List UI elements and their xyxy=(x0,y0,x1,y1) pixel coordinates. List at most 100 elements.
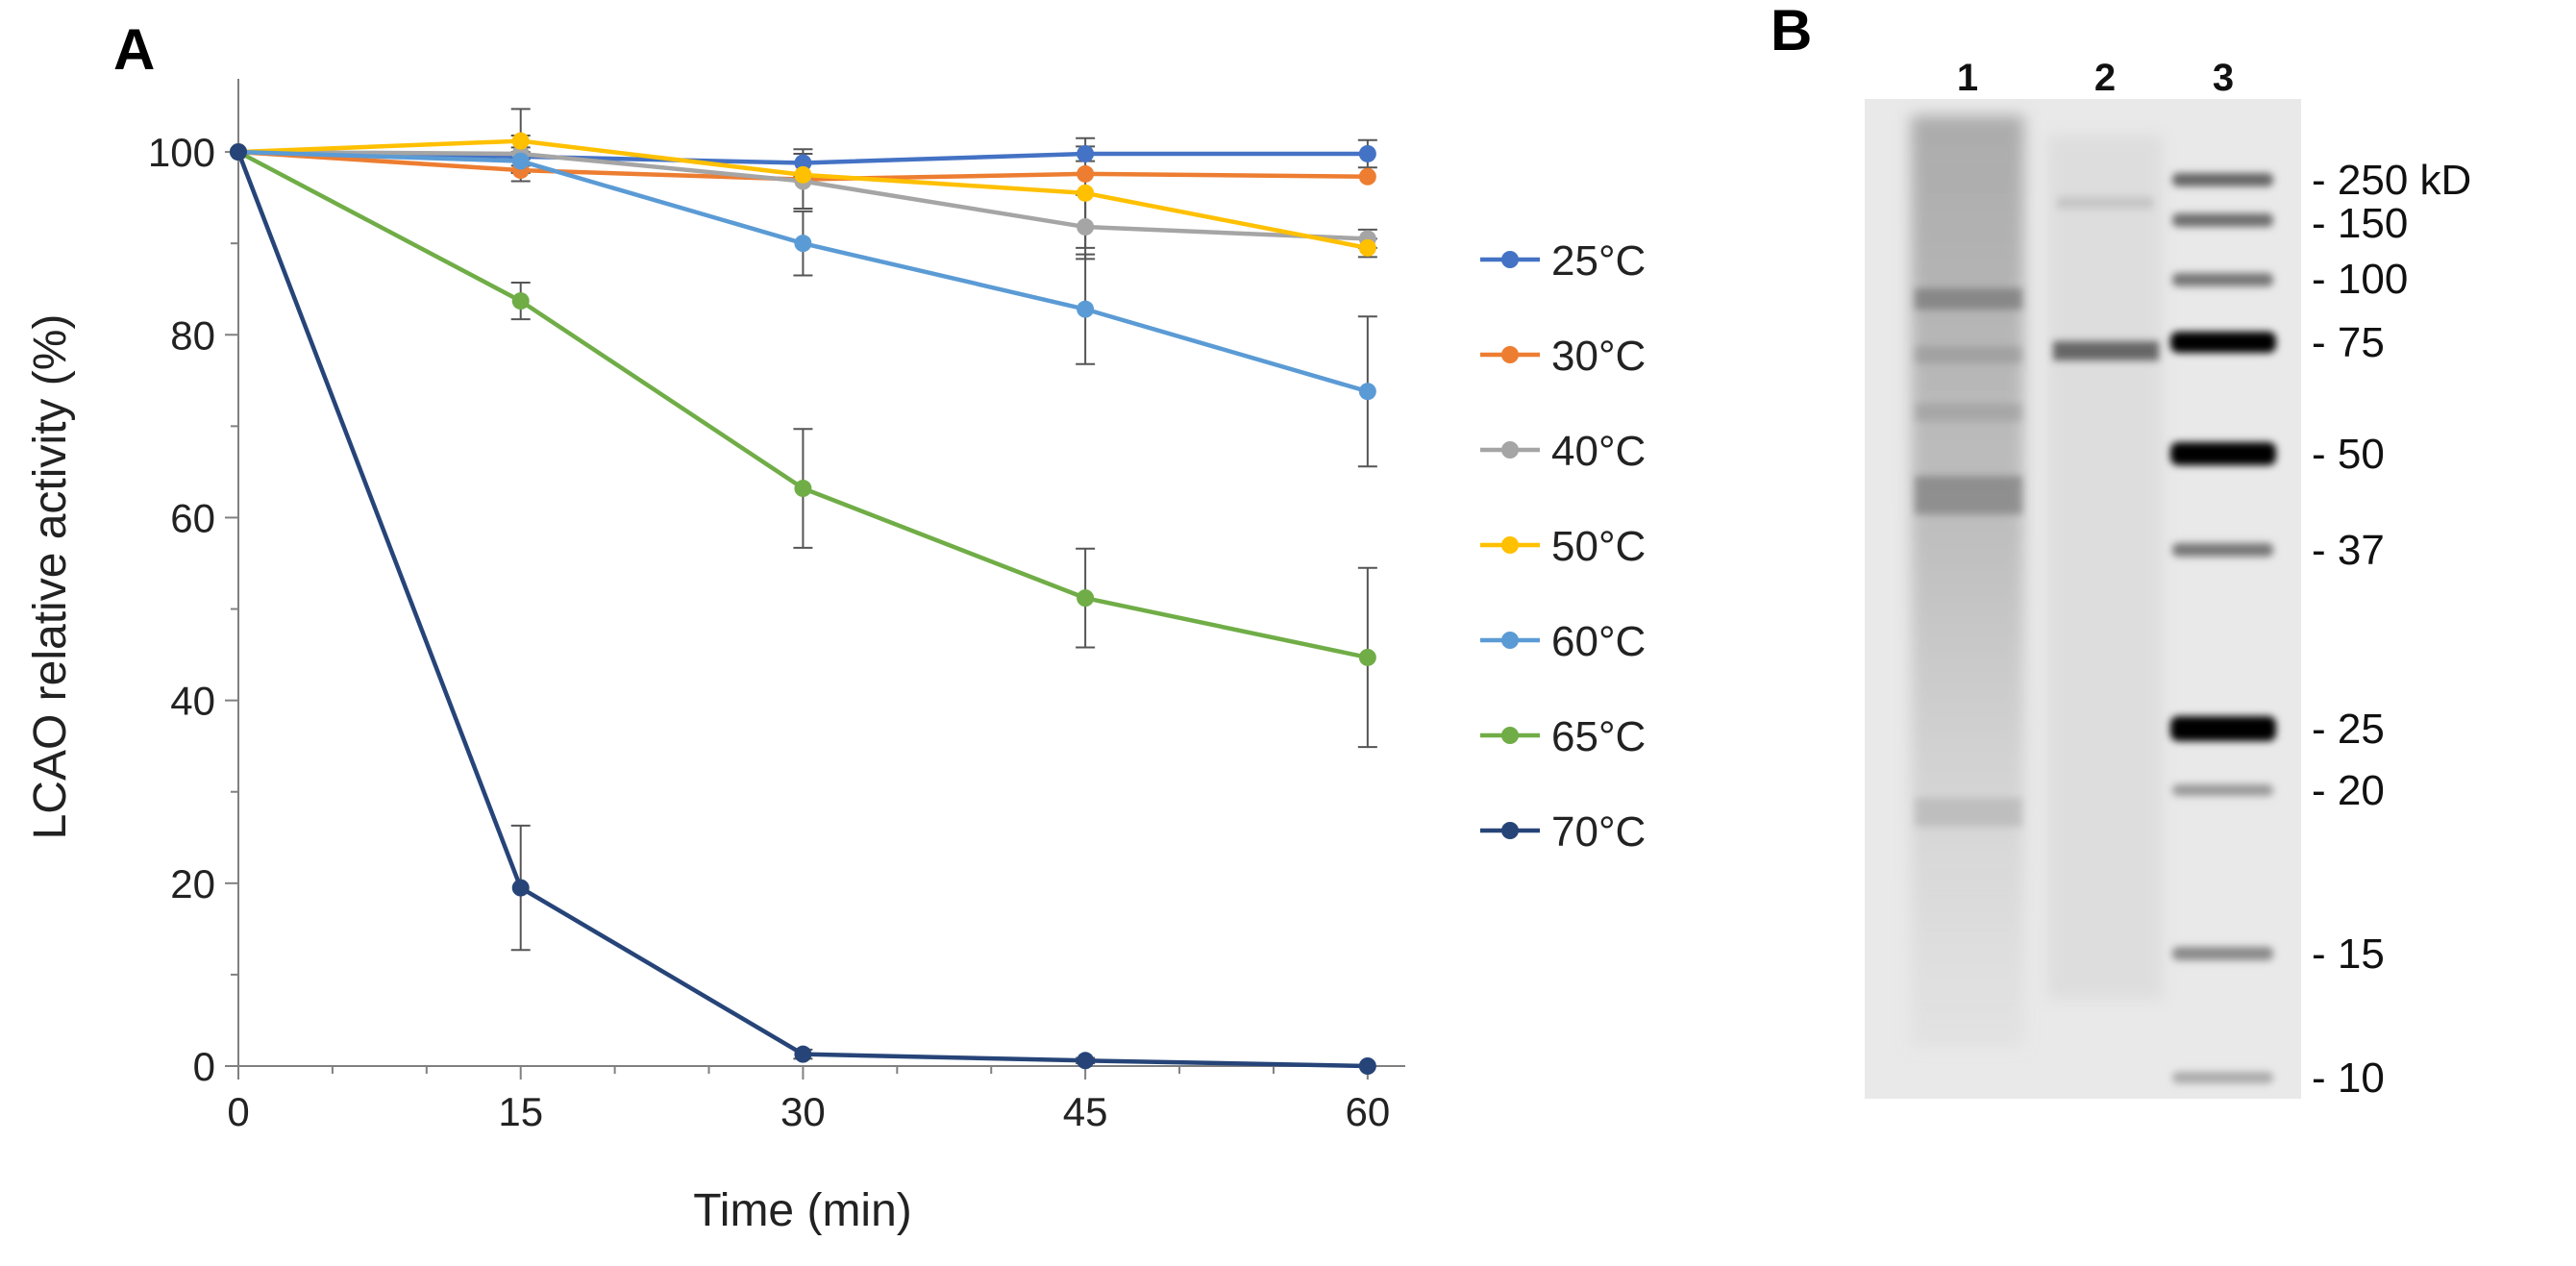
ladder-band xyxy=(2172,173,2273,186)
marker-label: - 75 xyxy=(2312,319,2385,366)
data-point xyxy=(1077,164,1095,183)
legend-item: 25°C xyxy=(1480,237,1646,285)
data-point xyxy=(794,480,812,498)
x-tick-label: 15 xyxy=(498,1089,543,1134)
legend-marker xyxy=(1501,727,1519,744)
gel-image xyxy=(1865,99,2301,1099)
data-point xyxy=(230,143,247,161)
x-tick-label: 45 xyxy=(1063,1089,1108,1134)
lane-label: 1 xyxy=(1957,57,1978,99)
y-axis-ticks: 0 20 40 60 80 100 xyxy=(148,130,238,1089)
ladder-band xyxy=(2172,947,2273,960)
y-tick-label: 80 xyxy=(170,312,215,358)
series-line xyxy=(235,151,1368,1069)
data-point xyxy=(794,235,812,253)
lane-2-band xyxy=(2057,197,2153,209)
panel-a: A 0 15 30 45 60 0 20 40 60 80 100 Time (min) LCAO… xyxy=(25,17,1646,1236)
legend-label: 50°C xyxy=(1551,523,1646,570)
data-point xyxy=(1358,383,1376,401)
x-tick-label: 0 xyxy=(227,1089,249,1134)
y-tick-label: 40 xyxy=(170,679,215,724)
chart-legend: 25°C 30°C 40°C 50°C 60°C 65°C 70°C xyxy=(1480,237,1646,856)
data-point xyxy=(1358,1057,1376,1075)
legend-label: 30°C xyxy=(1551,333,1646,380)
lane-1-band xyxy=(1915,288,2022,310)
data-point xyxy=(1358,144,1376,162)
marker-label: - 10 xyxy=(2312,1055,2385,1102)
marker-label: - 15 xyxy=(2312,931,2385,978)
marker-label: - 250 kD xyxy=(2312,157,2471,204)
lane-1-band xyxy=(1915,346,2022,363)
data-point xyxy=(511,132,530,150)
legend-marker xyxy=(1501,441,1519,459)
ladder-band xyxy=(2170,442,2276,465)
series-70°C xyxy=(230,143,1376,1075)
marker-label: - 25 xyxy=(2312,706,2385,753)
chart-axes xyxy=(237,79,1405,1067)
data-point xyxy=(1077,144,1095,162)
data-point xyxy=(1358,238,1376,257)
data-point xyxy=(1077,218,1095,236)
lane-1-band xyxy=(1915,798,2022,827)
data-point xyxy=(794,154,812,172)
legend-label: 70°C xyxy=(1551,808,1646,856)
marker-label: - 100 xyxy=(2312,256,2408,303)
lane-label: 2 xyxy=(2094,57,2116,99)
legend-marker xyxy=(1501,536,1519,554)
data-point xyxy=(1358,648,1376,666)
marker-label: - 150 xyxy=(2312,200,2408,247)
x-tick-label: 30 xyxy=(780,1089,826,1134)
data-point xyxy=(511,879,530,897)
y-tick-label: 100 xyxy=(148,130,215,175)
lane-1-band xyxy=(1915,476,2022,514)
ladder-band xyxy=(2172,784,2273,796)
marker-label: - 50 xyxy=(2312,431,2385,478)
legend-label: 65°C xyxy=(1551,713,1646,760)
legend-marker xyxy=(1501,632,1519,649)
ladder-band xyxy=(2172,543,2273,557)
ladder-band xyxy=(2170,332,2276,353)
legend-item: 50°C xyxy=(1480,523,1646,570)
x-axis-ticks: 0 15 30 45 60 xyxy=(227,1066,1390,1134)
legend-label: 60°C xyxy=(1551,618,1646,665)
lane-1-band xyxy=(1915,404,2022,421)
panel-b: B xyxy=(1771,0,2471,1102)
lane-2-smear xyxy=(2047,135,2163,1000)
data-point xyxy=(1077,589,1095,608)
data-point xyxy=(1077,300,1095,318)
data-point xyxy=(511,152,530,170)
marker-label: - 37 xyxy=(2312,527,2385,574)
ladder-lane xyxy=(2170,173,2276,1083)
lane-1-smear xyxy=(1911,115,2024,1048)
legend-item: 40°C xyxy=(1480,428,1646,475)
data-point xyxy=(794,165,812,184)
marker-labels: - 250 kD- 150 - 100 - 75 - 50 - 37 - 25 - 20 - … xyxy=(2312,157,2471,1102)
data-point xyxy=(1077,184,1095,202)
ladder-band xyxy=(2170,716,2276,741)
lane-label: 3 xyxy=(2213,57,2234,99)
y-axis-title: LCAO relative activity (%) xyxy=(25,314,76,840)
error-bars xyxy=(510,108,1377,1065)
y-tick-label: 60 xyxy=(170,495,215,540)
lane-labels: 1 2 3 xyxy=(1957,57,2234,99)
data-point xyxy=(794,1045,812,1063)
legend-item: 70°C xyxy=(1480,808,1646,856)
chart-series xyxy=(230,108,1377,1075)
marker-label: - 20 xyxy=(2312,767,2385,814)
legend-marker xyxy=(1501,346,1519,363)
panel-a-label: A xyxy=(113,17,155,82)
ladder-band xyxy=(2172,213,2273,227)
x-axis-title: Time (min) xyxy=(693,1185,912,1236)
y-tick-label: 20 xyxy=(170,861,215,906)
legend-item: 65°C xyxy=(1480,713,1646,760)
y-tick-label: 0 xyxy=(193,1044,215,1089)
legend-label: 25°C xyxy=(1551,237,1646,285)
data-point xyxy=(511,292,530,310)
lane-2-band xyxy=(2053,341,2159,360)
legend-marker xyxy=(1501,251,1519,268)
data-point xyxy=(1358,167,1376,186)
panel-b-label: B xyxy=(1771,0,1812,62)
ladder-band xyxy=(2172,273,2273,286)
legend-item: 30°C xyxy=(1480,333,1646,380)
